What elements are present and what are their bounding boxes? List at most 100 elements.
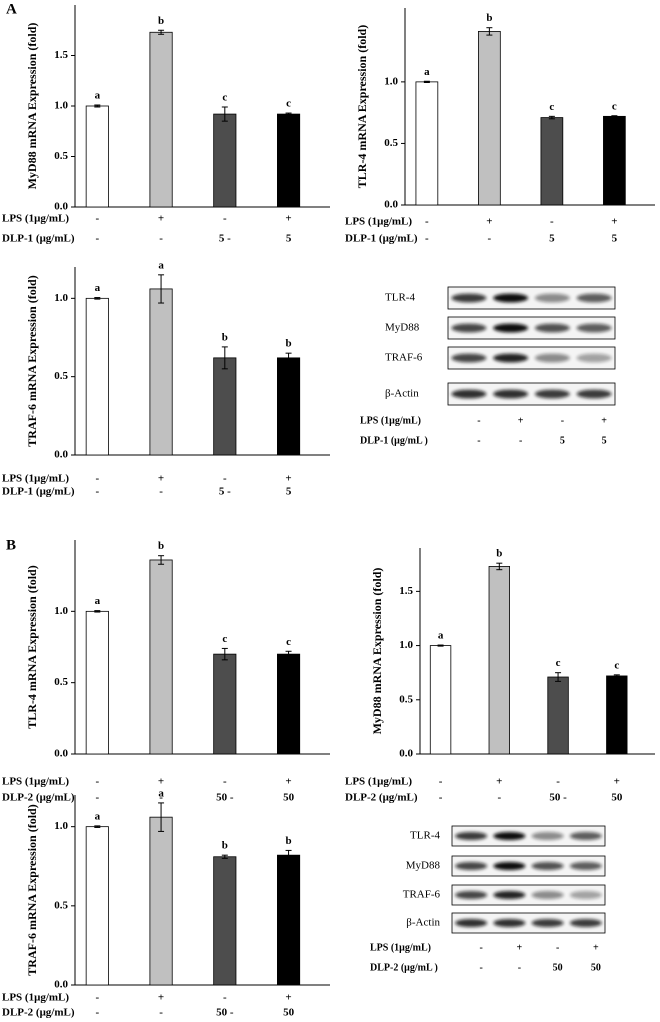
significance-letter: b — [496, 548, 502, 560]
condition-value: 5 - — [219, 233, 231, 245]
error-bar — [496, 562, 503, 571]
blot-band — [576, 293, 612, 303]
bar — [213, 357, 237, 456]
condition-value: + — [285, 776, 291, 788]
blot-row-label: MyD88 — [385, 322, 420, 334]
condition-value: 50 - — [549, 792, 567, 804]
blot-condition-value: 50 — [553, 962, 563, 973]
condition-label: DLP-1 (μg/mL) — [2, 233, 75, 245]
condition-value: 5 — [612, 233, 618, 245]
blot-condition-value: 5 — [560, 435, 565, 446]
error-bar — [221, 854, 228, 859]
condition-value: + — [158, 776, 164, 788]
bar — [478, 30, 501, 206]
y-tick-label: 1.5 — [54, 49, 68, 61]
blot-band — [455, 832, 488, 840]
condition-value: 50 - — [216, 792, 234, 804]
error-bar — [423, 80, 430, 83]
bar — [429, 645, 452, 755]
blot-band — [451, 389, 487, 399]
blot-band — [569, 862, 602, 870]
bar — [277, 653, 301, 755]
blot-band — [493, 323, 529, 333]
bar — [149, 816, 173, 986]
error-bar — [158, 555, 165, 565]
condition-value: + — [158, 992, 164, 1004]
error-bar — [486, 27, 493, 36]
blot-condition-value: 5 — [602, 435, 607, 446]
condition-value: - — [488, 233, 492, 245]
blot-band — [576, 389, 612, 399]
blot-band — [534, 293, 570, 303]
condition-value: + — [285, 473, 291, 485]
blot-band — [569, 919, 602, 927]
condition-value: - — [439, 776, 443, 788]
blot-band — [531, 891, 564, 899]
blot-condition-value: - — [479, 942, 482, 953]
bar — [149, 31, 173, 208]
condition-label: LPS (1μg/mL) — [2, 776, 69, 788]
y-tick-label: 0.5 — [399, 693, 413, 705]
condition-value: - — [223, 992, 227, 1004]
blot-band — [455, 891, 488, 899]
significance-letter: c — [556, 657, 561, 669]
condition-value: 5 — [286, 233, 292, 245]
blot-band — [493, 293, 529, 303]
error-bar — [158, 29, 165, 35]
blot-frame — [447, 382, 616, 406]
significance-letter: b — [222, 331, 228, 343]
bar — [149, 288, 173, 456]
error-bar — [555, 672, 562, 682]
blot-band — [451, 293, 487, 303]
condition-value: - — [439, 792, 443, 804]
error-bar — [221, 106, 228, 122]
y-tick-label: 0.0 — [54, 979, 68, 991]
significance-letter: c — [612, 100, 617, 112]
bar — [213, 856, 237, 986]
blot-band — [576, 353, 612, 363]
blot-band — [569, 832, 602, 840]
condition-label: DLP-2 (μg/mL) — [2, 792, 75, 804]
error-bar — [285, 650, 292, 658]
y-tick-label: 1.0 — [54, 100, 68, 112]
bar — [213, 113, 237, 208]
error-bar — [94, 297, 101, 300]
blot-band — [493, 862, 526, 870]
condition-label: LPS (1μg/mL) — [2, 992, 69, 1004]
bar — [85, 610, 109, 755]
condition-value: + — [496, 776, 502, 788]
blot-band — [534, 353, 570, 363]
blot-band — [569, 891, 602, 899]
blot-row-label: β-Actin — [406, 917, 440, 929]
blot-band — [455, 919, 488, 927]
significance-letter: c — [614, 659, 619, 671]
y-axis-label: TLR-4 mRNA Expression (fold) — [25, 565, 39, 728]
error-bar — [158, 802, 165, 832]
condition-value: - — [159, 792, 163, 804]
y-tick-label: 0.5 — [54, 676, 68, 688]
blot-condition-label: DLP-2 (μg/mL ) — [370, 962, 438, 973]
bar — [415, 81, 439, 206]
significance-letter: a — [95, 90, 101, 102]
blot-row-label: TLR-4 — [410, 830, 440, 842]
blot-frame — [447, 346, 616, 370]
blot-frame — [451, 825, 606, 847]
blot-condition-value: - — [561, 415, 564, 426]
blot-frame — [447, 286, 616, 310]
blot-condition-value: + — [517, 942, 523, 953]
y-tick-label: 1.0 — [54, 820, 68, 832]
condition-value: - — [556, 776, 560, 788]
blot-condition-value: + — [518, 415, 524, 426]
bar — [277, 113, 301, 208]
blot-band — [531, 862, 564, 870]
y-tick-label: 0.0 — [384, 199, 398, 211]
blot-condition-value: + — [601, 415, 607, 426]
condition-value: - — [223, 776, 227, 788]
blot-band — [451, 323, 487, 333]
condition-value: 50 — [611, 792, 623, 804]
blot-row-label: MyD88 — [406, 860, 441, 872]
condition-value: - — [425, 233, 429, 245]
condition-value: - — [95, 213, 99, 225]
condition-value: + — [486, 216, 492, 228]
y-tick-label: 0.5 — [54, 370, 68, 382]
